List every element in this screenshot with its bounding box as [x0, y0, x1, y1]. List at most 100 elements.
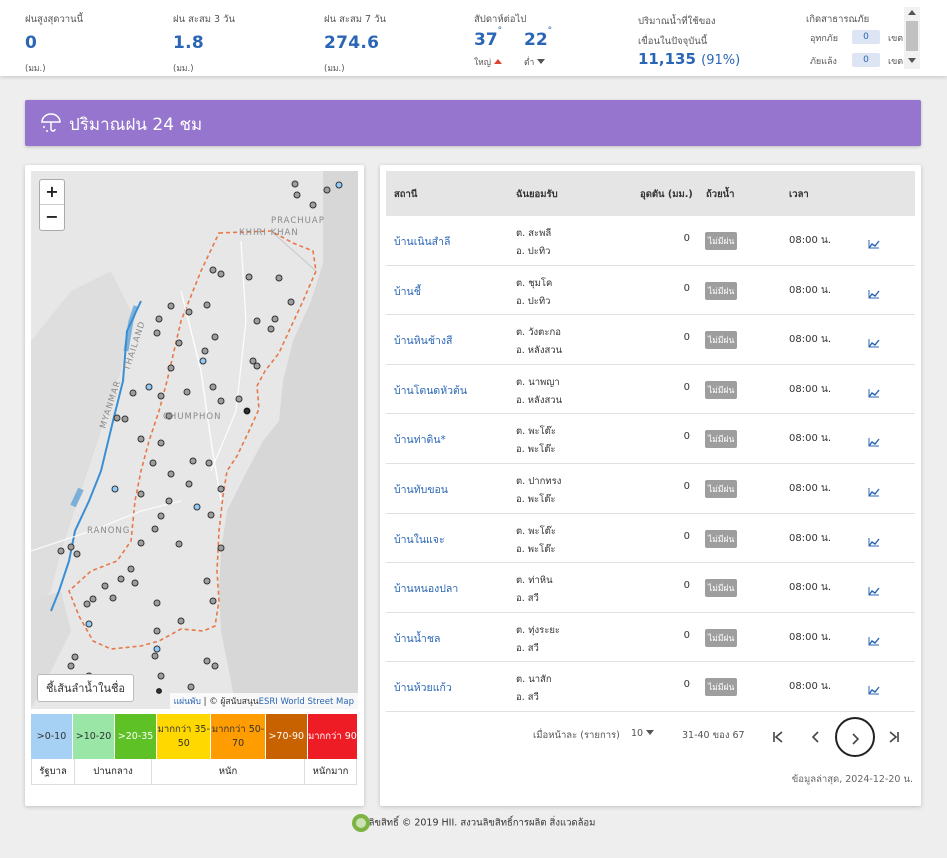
chart-icon[interactable]	[868, 284, 880, 303]
scroll-down-icon[interactable]	[908, 58, 916, 63]
rain-value: 0	[683, 381, 690, 393]
rain-value: 0	[683, 530, 690, 542]
station-link[interactable]: บ้านท่าดิน*	[394, 434, 446, 447]
table-row: บ้านเนินสำลี ต. สะพลี อ. ปะทิว 0 ไม่มีฝน 08:0…	[386, 216, 915, 266]
station-link[interactable]: บ้านในแจะ	[394, 533, 445, 546]
station-link[interactable]: บ้านทับขอน	[394, 484, 448, 496]
stats-scrollbar[interactable]	[904, 7, 920, 69]
header-time[interactable]: เวลา	[789, 189, 809, 200]
map-label-prachuap: PRACHUAP	[271, 216, 325, 226]
rain-value: 0	[683, 580, 690, 592]
chart-icon[interactable]	[868, 631, 880, 650]
no-rain-badge: ไม่มีฝน	[705, 628, 738, 647]
legend-cell: >10-20	[73, 714, 116, 759]
map-label-ranong: RANONG	[87, 526, 130, 536]
temperature-label: สัปดาห์ต่อไป	[474, 14, 527, 25]
stat-value: 1.8	[173, 33, 205, 53]
station-link[interactable]: บ้านชี้	[394, 285, 421, 298]
leaflet-link[interactable]: แผ่นพับ	[173, 697, 201, 707]
per-page-select[interactable]: 10	[631, 728, 655, 739]
time-value: 08:00 น.	[789, 582, 832, 594]
rain-map[interactable]: PRACHUAP KHIRI KHAN THAILAND MYANMAR CHU…	[31, 171, 358, 709]
drought-count-badge[interactable]: 0	[852, 53, 880, 67]
stat-rain-7day: ฝน สะสม 7 วัน 274.6 (มม.)	[324, 12, 386, 75]
time-value: 08:00 น.	[789, 235, 832, 246]
last-page-button[interactable]	[874, 717, 914, 757]
no-rain-badge: ไม่มีฝน	[705, 529, 738, 548]
chart-icon[interactable]	[868, 680, 880, 699]
legend-category: หนัก	[152, 759, 305, 784]
header-pit[interactable]: ถ้วยน้ำ	[706, 189, 735, 200]
legend-scale: >0-10 >10-20 >20-35 มากกว่า 35-50 มากกว่…	[31, 714, 358, 759]
arrow-down-icon	[537, 59, 546, 64]
chart-icon[interactable]	[868, 333, 880, 352]
temperature-high-label: ใหญ่	[474, 55, 502, 69]
prev-page-button[interactable]	[796, 717, 836, 757]
table-row: บ้านในแจะ ต. พะโต๊ะ อ. พะโต๊ะ 0 ไม่มีฝน 08:00…	[386, 514, 915, 564]
rain-value: 0	[683, 679, 690, 691]
legend-cell: มากกว่า 50-70	[211, 714, 266, 759]
station-link[interactable]: บ้านหนองปลา	[394, 583, 459, 596]
time-value: 08:00 น.	[789, 532, 832, 544]
chart-icon[interactable]	[868, 234, 880, 253]
umbrella-rain-icon	[39, 110, 63, 138]
rain-value: 0	[683, 481, 690, 492]
next-page-button[interactable]	[835, 717, 875, 757]
stat-label: ฝน สะสม 3 วัน	[173, 14, 235, 25]
disaster-summary: เกิดสาธารณภัย อุทกภัย 0 เขต ภัยแล้ง 0 เข…	[806, 12, 906, 67]
chart-icon[interactable]	[868, 383, 880, 402]
time-value: 08:00 น.	[789, 681, 832, 693]
zoom-out-button[interactable]: −	[45, 207, 59, 226]
station-link[interactable]: บ้านน้ำชล	[394, 632, 441, 645]
station-link[interactable]: บ้านห้วยแก้ว	[394, 682, 452, 695]
esri-link[interactable]: ESRI World Street Map	[258, 697, 354, 707]
scroll-up-icon[interactable]	[908, 10, 916, 15]
header-station[interactable]: สถานี	[394, 189, 418, 200]
legend-category: หนักมาก	[312, 766, 349, 777]
table-row: บ้านน้ำชล ต. ทุ่งระยะ อ. สวี 0 ไม่มีฝน 08:00 …	[386, 613, 915, 663]
no-rain-badge: ไม่มีฝน	[705, 331, 738, 350]
zoom-in-button[interactable]: +	[40, 180, 64, 205]
dam-storage: ปริมาณน้ำที่ใช้ของ เขื่อนในปัจจุบันนี้ 1…	[638, 12, 740, 68]
time-value: 08:00 น.	[789, 334, 832, 346]
flood-count-badge[interactable]: 0	[852, 30, 880, 44]
temperature-low: 22°	[524, 26, 553, 50]
flood-label: อุทกภัย	[810, 34, 838, 44]
station-location: ต. ปากทรง อ. พะโต๊ะ	[516, 476, 562, 505]
chart-icon[interactable]	[868, 581, 880, 600]
chart-icon[interactable]	[868, 432, 880, 451]
flood-unit: เขต	[888, 34, 904, 44]
chart-icon[interactable]	[868, 482, 880, 501]
table-row: บ้านชี้ ต. ชุมโค อ. ปะทิว 0 ไม่มีฝน 08:00 น.	[386, 266, 915, 316]
first-page-icon	[773, 730, 783, 743]
header-location[interactable]: ฉันยอมรับ	[516, 189, 558, 200]
no-rain-badge: ไม่มีฝน	[705, 430, 738, 449]
per-page-label: เมื่อหน้าละ (รายการ)	[533, 730, 620, 741]
station-link[interactable]: บ้านโตนดหัวต้น	[394, 384, 468, 397]
map-card: PRACHUAP KHIRI KHAN THAILAND MYANMAR CHU…	[25, 165, 364, 806]
stat-unit: (มม.)	[324, 64, 345, 74]
flood-row: อุทกภัย 0 เขต	[810, 30, 910, 45]
chart-icon[interactable]	[868, 532, 880, 551]
table-row: บ้านหนองปลา ต. ท่าหิน อ. สวี 0 ไม่มีฝน 08:00 …	[386, 563, 915, 613]
drought-label: ภัยแล้ง	[810, 57, 837, 67]
stat-max-rain: ฝนสูงสุดวานนี้ 0 (มม.)	[25, 12, 83, 75]
disaster-label: เกิดสาธารณภัย	[806, 14, 870, 25]
stat-value: 0	[25, 33, 38, 53]
river-toggle-button[interactable]: ชี้เส้นลำน้ำในชื่อ	[37, 674, 135, 702]
map-label-chumphon: CHUMPHON	[163, 412, 221, 422]
legend-cell: >70-90	[265, 714, 308, 759]
header-rain[interactable]: อุดตัน (มม.)	[640, 189, 693, 200]
table-row: บ้านห้วยแก้ว ต. นาสัก อ. สวี 0 ไม่มีฝน 08:00 …	[386, 662, 915, 712]
station-link[interactable]: บ้านเนินสำลี	[394, 236, 451, 248]
table-row: บ้านทับขอน ต. ปากทรง อ. พะโต๊ะ 0 ไม่มีฝน 08:0…	[386, 464, 915, 514]
stat-unit: (มม.)	[25, 64, 46, 74]
first-page-button[interactable]	[758, 717, 798, 757]
temperature-forecast: สัปดาห์ต่อไป 37° 22° ใหญ่ ต่ำ	[474, 12, 552, 68]
scroll-thumb[interactable]	[906, 21, 918, 51]
rain-legend: >0-10 >10-20 >20-35 มากกว่า 35-50 มากกว่…	[31, 714, 358, 785]
station-link[interactable]: บ้านหินช้างสี	[394, 335, 453, 348]
legend-cell: >0-10	[31, 714, 74, 759]
table-row: บ้านโตนดหัวต้น ต. นาพญา อ. หลังสวน 0 ไม่มีฝน…	[386, 365, 915, 415]
station-location: ต. ทุ่งระยะ อ. สวี	[516, 624, 560, 654]
